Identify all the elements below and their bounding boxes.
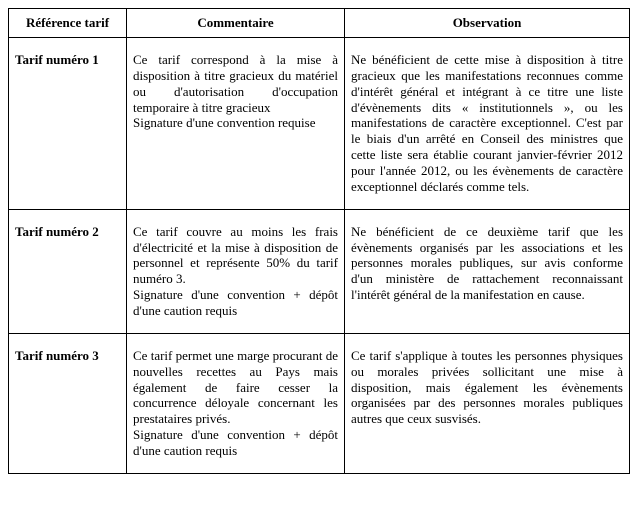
table-row: Tarif numéro 1 Ce tarif correspond à la … [9, 38, 630, 210]
header-comment: Commentaire [127, 9, 345, 38]
cell-obs: Ne bénéficient de cette mise à dispositi… [345, 38, 630, 210]
cell-comment: Ce tarif permet une marge procurant de n… [127, 333, 345, 473]
cell-obs: Ce tarif s'applique à toutes les personn… [345, 333, 630, 473]
header-obs: Observation [345, 9, 630, 38]
table-header-row: Référence tarif Commentaire Observation [9, 9, 630, 38]
tariff-table: Référence tarif Commentaire Observation … [8, 8, 630, 474]
header-ref: Référence tarif [9, 9, 127, 38]
cell-comment: Ce tarif couvre au moins les frais d'éle… [127, 209, 345, 333]
cell-ref: Tarif numéro 2 [9, 209, 127, 333]
table-row: Tarif numéro 2 Ce tarif couvre au moins … [9, 209, 630, 333]
cell-ref: Tarif numéro 1 [9, 38, 127, 210]
cell-comment: Ce tarif correspond à la mise à disposit… [127, 38, 345, 210]
table-row: Tarif numéro 3 Ce tarif permet une marge… [9, 333, 630, 473]
cell-obs: Ne bénéficient de ce deuxième tarif que … [345, 209, 630, 333]
cell-ref: Tarif numéro 3 [9, 333, 127, 473]
